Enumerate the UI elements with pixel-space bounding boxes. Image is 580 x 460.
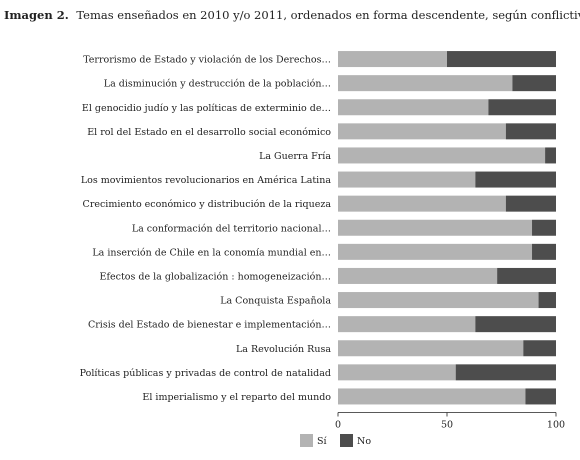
legend-label-1: No <box>357 436 371 447</box>
bar-no-7 <box>532 219 556 236</box>
category-label-3: El rol del Estado en el desarrollo socia… <box>87 127 331 138</box>
bar-si-14 <box>338 388 526 405</box>
x-tick-label-0: 0 <box>335 420 341 431</box>
category-label-13: Políticas públicas y privadas de control… <box>80 368 331 379</box>
category-label-12: La Revolución Rusa <box>236 344 331 355</box>
bar-no-10 <box>538 292 556 309</box>
category-label-6: Crecimiento económico y distribución de … <box>83 199 332 210</box>
bar-si-13 <box>338 364 456 381</box>
bar-si-6 <box>338 195 506 212</box>
category-label-5: Los movimientos revolucionarios en Améri… <box>81 175 332 186</box>
bar-si-8 <box>338 243 533 260</box>
bar-si-10 <box>338 292 539 309</box>
category-label-11: Crisis del Estado de bienestar e impleme… <box>88 320 331 331</box>
bar-no-9 <box>497 267 556 284</box>
x-tick-label-2: 100 <box>547 420 565 431</box>
category-label-1: La disminución y destrucción de la pobla… <box>104 79 331 90</box>
bar-no-13 <box>455 364 556 381</box>
legend-swatch-1 <box>340 434 353 447</box>
bar-si-5 <box>338 171 476 188</box>
x-tick-label-1: 50 <box>441 420 453 431</box>
bar-no-14 <box>525 388 556 405</box>
bar-no-12 <box>523 340 556 357</box>
category-label-2: El genocidio judío y las políticas de ex… <box>82 103 331 114</box>
bar-si-0 <box>338 51 447 68</box>
bars-group <box>338 51 556 405</box>
category-label-7: La conformación del territorio nacional… <box>132 223 331 234</box>
bar-si-7 <box>338 219 533 236</box>
legend-swatch-0 <box>300 434 313 447</box>
bar-si-12 <box>338 340 524 357</box>
chart-title: Imagen 2. Temas enseñados en 2010 y/o 20… <box>4 8 580 22</box>
bar-no-6 <box>505 195 556 212</box>
bar-no-3 <box>505 123 556 140</box>
category-label-10: La Conquista Española <box>220 296 331 307</box>
category-label-8: La inserción de Chile en la conomía mund… <box>92 247 331 258</box>
legend: Sí No <box>300 434 371 447</box>
bar-no-8 <box>532 243 556 260</box>
bar-no-4 <box>545 147 556 164</box>
bar-no-0 <box>447 51 556 68</box>
bar-no-11 <box>475 316 556 333</box>
bar-si-4 <box>338 147 546 164</box>
chart-title-prefix: Imagen 2. <box>4 8 69 22</box>
bar-si-9 <box>338 267 498 284</box>
category-labels: Terrorismo de Estado y violación de los … <box>80 55 332 403</box>
bar-no-2 <box>488 99 556 116</box>
chart-title-main: Temas enseñados en 2010 y/o 2011, ordena… <box>76 8 580 22</box>
bar-si-2 <box>338 99 489 116</box>
bar-si-1 <box>338 75 513 92</box>
category-label-0: Terrorismo de Estado y violación de los … <box>83 55 331 66</box>
category-label-9: Efectos de la globalización : homogeneiz… <box>100 271 331 282</box>
bar-no-1 <box>512 75 556 92</box>
category-label-14: El imperialismo y el reparto del mundo <box>142 392 331 403</box>
category-label-4: La Guerra Fría <box>259 151 331 162</box>
bar-no-5 <box>475 171 556 188</box>
x-axis: 0 50 100 <box>335 412 565 431</box>
bar-si-3 <box>338 123 506 140</box>
legend-label-0: Sí <box>317 436 328 447</box>
bar-si-11 <box>338 316 476 333</box>
